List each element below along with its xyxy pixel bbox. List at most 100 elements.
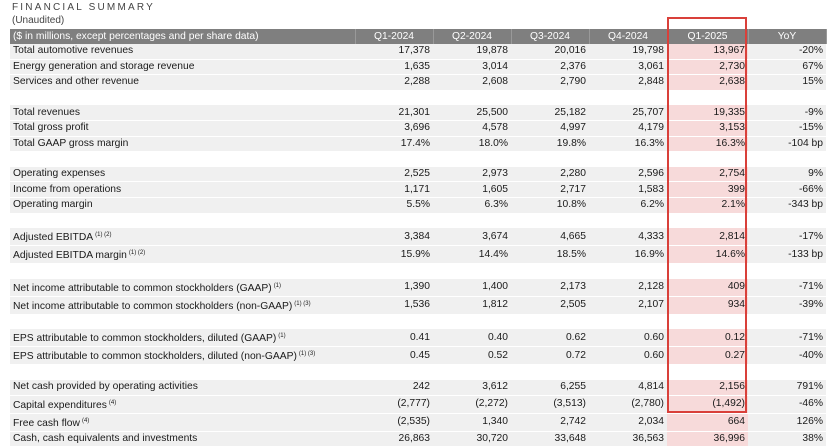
- table-row: Cash, cash equivalents and investments 26…: [10, 431, 826, 447]
- row-label-cell: EPS attributable to common stockholders,…: [10, 346, 355, 366]
- value-cell: 1,583: [589, 181, 667, 198]
- spacer-cell: [748, 90, 826, 106]
- value-cell: 30,720: [433, 431, 511, 447]
- page-title: FINANCIAL SUMMARY: [12, 2, 155, 13]
- yoy-cell: -133 bp: [748, 245, 826, 265]
- value-cell: 2,638: [667, 74, 748, 91]
- value-cell: 17,378: [355, 44, 433, 60]
- value-cell: 36,563: [589, 431, 667, 447]
- table-header-row: ($ in millions, except percentages and p…: [10, 29, 827, 44]
- value-cell: 0.52: [433, 346, 511, 366]
- yoy-cell: -17%: [748, 228, 826, 247]
- table-row: Total automotive revenues 17,378 19,878 20,…: [10, 44, 826, 60]
- value-cell: 2,505: [511, 296, 589, 315]
- row-label: Adjusted EBITDA: [13, 232, 94, 244]
- spacer-row: [10, 263, 826, 279]
- footnote-ref: (1): [278, 333, 286, 340]
- row-label: Total revenues: [13, 106, 80, 118]
- row-label-cell: Total revenues: [10, 105, 355, 121]
- value-cell: 2,156: [667, 379, 748, 396]
- row-label-cell: Operating expenses: [10, 166, 355, 183]
- value-cell: 4,814: [589, 379, 667, 396]
- yoy-cell: 67%: [748, 59, 826, 76]
- spacer-cell: [10, 263, 355, 279]
- value-cell: 2,730: [667, 59, 748, 76]
- row-label-cell: EPS attributable to common stockholders,…: [10, 329, 355, 348]
- yoy-cell: -66%: [748, 181, 826, 198]
- value-cell: 4,179: [589, 120, 667, 137]
- spacer-cell: [10, 314, 355, 330]
- row-label: Services and other revenue: [13, 76, 139, 88]
- value-cell: 0.40: [433, 329, 511, 348]
- value-cell: 36,996: [667, 431, 748, 447]
- footnote-ref: (4): [81, 417, 90, 424]
- row-label: Free cash flow: [13, 417, 80, 429]
- table-row: Adjusted EBITDA (1) (2) 3,384 3,674 4,665 4,3…: [10, 228, 826, 247]
- spacer-cell: [511, 151, 589, 167]
- value-cell: 2,288: [355, 74, 433, 91]
- value-cell: 16.3%: [589, 136, 667, 153]
- spacer-cell: [355, 151, 433, 167]
- table-row: Capital expenditures (4) (2,777) (2,272) (3,…: [10, 395, 826, 414]
- spacer-cell: [589, 263, 667, 279]
- spacer-cell: [667, 364, 748, 380]
- financial-summary-table: ($ in millions, except percentages and p…: [10, 29, 827, 447]
- value-cell: 0.41: [355, 329, 433, 348]
- value-cell: 2,608: [433, 74, 511, 91]
- spacer-cell: [667, 263, 748, 279]
- spacer-cell: [10, 151, 355, 167]
- spacer-cell: [433, 364, 511, 380]
- row-label-cell: Net income attributable to common stockh…: [10, 278, 355, 297]
- spacer-cell: [667, 213, 748, 229]
- value-cell: 19.8%: [511, 136, 589, 153]
- spacer-cell: [589, 90, 667, 106]
- row-label: Capital expenditures: [13, 399, 107, 411]
- row-label: Energy generation and storage revenue: [13, 60, 195, 72]
- spacer-cell: [433, 263, 511, 279]
- spacer-cell: [748, 213, 826, 229]
- row-label: Net income attributable to common stockh…: [13, 282, 272, 294]
- table-row: EPS attributable to common stockholders,…: [10, 346, 826, 366]
- value-cell: 6.3%: [433, 197, 511, 214]
- row-label-cell: Net income attributable to common stockh…: [10, 296, 355, 315]
- yoy-cell: 791%: [748, 379, 826, 396]
- value-cell: 934: [667, 296, 748, 315]
- row-label-cell: Operating margin: [10, 197, 355, 214]
- value-cell: 19,798: [589, 44, 667, 60]
- value-cell: 10.8%: [511, 197, 589, 214]
- yoy-cell: -46%: [748, 395, 826, 414]
- value-cell: 0.72: [511, 346, 589, 366]
- value-cell: 2,717: [511, 181, 589, 198]
- spacer-cell: [355, 213, 433, 229]
- spacer-cell: [748, 151, 826, 167]
- value-cell: 14.6%: [667, 245, 748, 265]
- value-cell: 242: [355, 379, 433, 396]
- table-row: Net income attributable to common stockh…: [10, 278, 826, 297]
- value-cell: 399: [667, 181, 748, 198]
- row-label: EPS attributable to common stockholders,…: [13, 351, 297, 363]
- yoy-cell: -40%: [748, 346, 826, 366]
- spacer-row: [10, 90, 826, 106]
- value-cell: 2.1%: [667, 197, 748, 214]
- row-label-cell: Services and other revenue: [10, 74, 355, 91]
- value-cell: 18.0%: [433, 136, 511, 153]
- value-cell: 3,696: [355, 120, 433, 137]
- value-cell: 3,612: [433, 379, 511, 396]
- value-cell: 0.45: [355, 346, 433, 366]
- spacer-cell: [511, 90, 589, 106]
- table-row: Net cash provided by operating activitie…: [10, 379, 826, 396]
- yoy-cell: 9%: [748, 166, 826, 183]
- value-cell: 2,107: [589, 296, 667, 315]
- footnote-ref: (1) (2): [128, 250, 146, 257]
- value-cell: 0.60: [589, 346, 667, 366]
- table-row: Operating expenses 2,525 2,973 2,280 2,596 2,…: [10, 166, 826, 183]
- row-label: Income from operations: [13, 183, 122, 195]
- yoy-cell: -71%: [748, 278, 826, 297]
- row-label-cell: Capital expenditures (4): [10, 395, 355, 414]
- value-cell: 4,997: [511, 120, 589, 137]
- value-cell: 2,814: [667, 228, 748, 247]
- spacer-cell: [589, 314, 667, 330]
- footnote-ref: (1) (2): [95, 232, 112, 239]
- value-cell: 4,333: [589, 228, 667, 247]
- value-cell: 20,016: [511, 44, 589, 60]
